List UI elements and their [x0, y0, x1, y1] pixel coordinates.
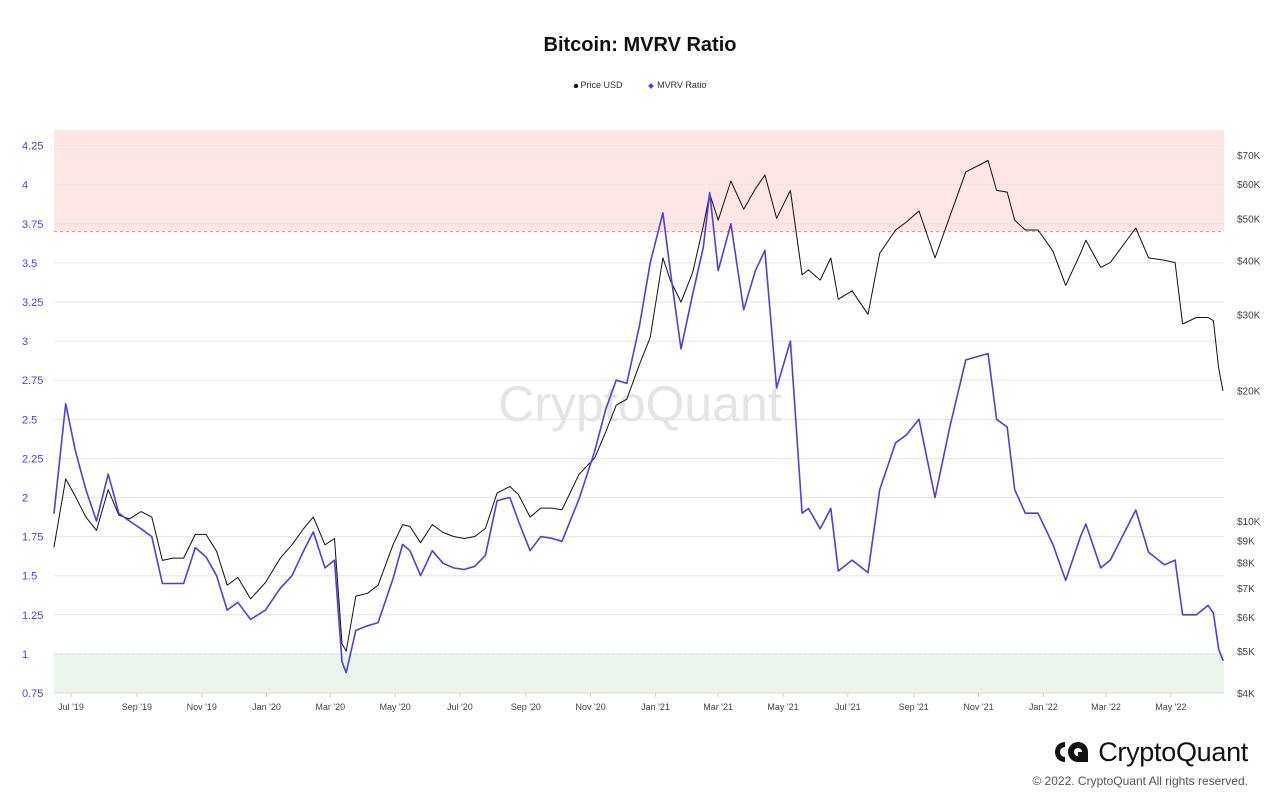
y-left-tick-label: 1	[22, 649, 28, 661]
legend-label-price: Price USD	[580, 80, 623, 90]
y-right-tick-label: $50K	[1237, 214, 1261, 225]
cryptoquant-logo-icon	[1052, 740, 1090, 764]
x-tick-label: Jul '19	[58, 702, 84, 712]
y-right-tick-label: $30K	[1237, 310, 1261, 321]
legend-item-mvrv[interactable]: MVRV Ratio	[648, 80, 707, 90]
y-left-tick-label: 1.5	[22, 571, 37, 583]
chart-legend: Price USD MVRV Ratio	[0, 80, 1280, 90]
y-left-tick-label: 3.5	[22, 258, 37, 270]
x-tick-label: Sep '21	[899, 702, 929, 712]
y-left-tick-label: 2.75	[22, 375, 43, 387]
y-left-tick-label: 3.25	[22, 297, 43, 309]
y-right-tick-label: $70K	[1237, 151, 1261, 162]
y-right-tick-label: $9K	[1237, 537, 1255, 548]
y-right-tick-label: $4K	[1237, 689, 1255, 700]
x-tick-label: Mar '22	[1091, 702, 1121, 712]
y-left-tick-label: 2	[22, 493, 28, 505]
y-right-tick-label: $5K	[1237, 647, 1255, 658]
undervalued-zone	[54, 653, 1224, 693]
brand-block: CryptoQuant	[1052, 736, 1248, 768]
x-tick-label: Sep '19	[122, 702, 152, 712]
y-right-tick-label: $40K	[1237, 256, 1261, 267]
mvrv-ratio-line	[53, 191, 1224, 674]
y-right-tick-label: $10K	[1237, 517, 1261, 528]
y-left-tick-label: 1.75	[22, 532, 43, 544]
x-tick-label: Nov '19	[187, 702, 217, 712]
x-tick-label: Sep '20	[511, 702, 541, 712]
y-left-tick-label: 0.75	[22, 688, 43, 700]
legend-label-mvrv: MVRV Ratio	[657, 80, 707, 90]
y-left-tick-label: 1.25	[22, 610, 43, 622]
y-right-tick-label: $20K	[1237, 387, 1261, 398]
y-left-tick-label: 3.75	[22, 219, 43, 231]
y-right-tick-label: $7K	[1237, 584, 1255, 595]
x-tick-label: Mar '21	[703, 702, 733, 712]
x-tick-label: Jan '22	[1029, 702, 1058, 712]
price-usd-line	[53, 160, 1224, 652]
chart-watermark: CryptoQuant	[498, 376, 782, 432]
copyright-text: © 2022. CryptoQuant All rights reserved.	[1032, 774, 1248, 788]
y-left-tick-label: 4.25	[22, 141, 43, 153]
x-tick-label: Jul '21	[835, 702, 861, 712]
y-right-tick-label: $60K	[1237, 180, 1261, 191]
legend-item-price[interactable]: Price USD	[573, 80, 623, 90]
x-tick-label: Jan '20	[252, 702, 281, 712]
x-tick-label: May '20	[379, 702, 410, 712]
x-tick-label: May '21	[767, 702, 798, 712]
overvalued-zone	[54, 130, 1224, 232]
y-right-tick-label: $8K	[1237, 559, 1255, 570]
y-left-tick-label: 2.5	[22, 414, 37, 426]
y-right-tick-label: $6K	[1237, 613, 1255, 624]
x-tick-label: Jul '20	[447, 702, 473, 712]
x-tick-label: May '22	[1155, 702, 1186, 712]
chart-title: Bitcoin: MVRV Ratio	[543, 34, 737, 56]
x-tick-label: Nov '21	[963, 702, 993, 712]
x-tick-label: Jan '21	[641, 702, 670, 712]
y-left-tick-label: 3	[22, 336, 28, 348]
x-tick-label: Nov '20	[576, 702, 606, 712]
legend-dot-icon	[573, 83, 578, 88]
y-left-tick-label: 2.25	[22, 453, 43, 465]
x-tick-label: Mar '20	[315, 702, 345, 712]
y-left-tick-label: 4	[22, 180, 28, 192]
brand-name: CryptoQuant	[1098, 736, 1248, 767]
